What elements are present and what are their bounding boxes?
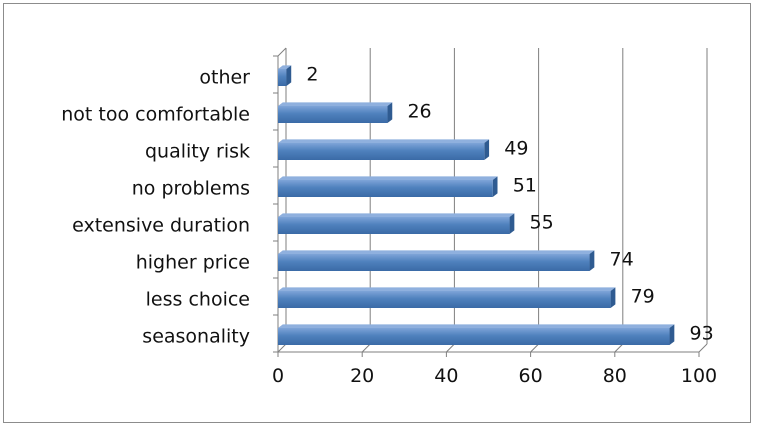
bar <box>278 139 490 160</box>
bar-top-face <box>278 176 498 180</box>
gridline-floor <box>698 343 708 353</box>
data-label: 2 <box>306 64 318 86</box>
data-label: 93 <box>690 323 714 345</box>
bar-side-face <box>484 139 490 160</box>
bar-top-face <box>278 324 675 328</box>
data-label: 74 <box>610 249 634 271</box>
category-label: seasonality <box>142 326 250 348</box>
category-label: less choice <box>146 289 250 311</box>
bar-front-face <box>278 291 611 308</box>
bar-side-face <box>669 324 675 345</box>
bar-top-face <box>278 287 616 291</box>
bar-front-face <box>278 106 388 123</box>
bar <box>278 65 292 86</box>
x-tick-label: 40 <box>434 365 458 387</box>
bar-top-face <box>278 250 595 254</box>
bar-front-face <box>278 180 493 197</box>
category-label: no problems <box>132 178 250 200</box>
bar <box>278 102 393 123</box>
bar-side-face <box>610 287 616 308</box>
bar-front-face <box>278 254 590 271</box>
y-axis-top <box>277 47 287 57</box>
data-label: 49 <box>504 138 528 160</box>
gridline-floor <box>614 343 624 353</box>
data-label: 55 <box>530 212 554 234</box>
category-label: not too comfortable <box>61 104 250 126</box>
bar <box>278 176 498 197</box>
x-tick-label: 20 <box>350 365 374 387</box>
bar-top-face <box>278 139 490 143</box>
gridline-floor <box>361 343 371 353</box>
category-label: other <box>199 67 250 89</box>
bar <box>278 324 675 345</box>
bar-top-face <box>278 102 393 106</box>
bar <box>278 213 515 234</box>
bar-front-face <box>278 143 485 160</box>
x-tick-label: 0 <box>272 365 284 387</box>
bar-side-face <box>492 176 498 197</box>
bar-top-face <box>278 213 515 217</box>
gridline-floor <box>530 343 539 353</box>
bar-side-face <box>509 213 515 234</box>
category-label: higher price <box>136 252 250 274</box>
bar-front-face <box>278 328 670 345</box>
bar-front-face <box>278 217 510 234</box>
bar-front-face <box>278 69 287 86</box>
gridline-floor <box>446 343 455 353</box>
bar <box>278 250 595 271</box>
bar-top-face <box>278 65 292 69</box>
bar-layer <box>278 65 675 345</box>
data-label: 26 <box>407 101 431 123</box>
bar-side-face <box>286 65 292 86</box>
bar-chart: 0 20 40 60 80 100 other 2 not too comfortable 26 q… <box>61 47 717 388</box>
data-label: 51 <box>513 175 537 197</box>
bar-side-face <box>387 102 393 123</box>
category-label: extensive duration <box>72 215 250 237</box>
bar-side-face <box>589 250 595 271</box>
x-tick-label: 100 <box>681 365 717 387</box>
gridline-floor <box>277 343 287 353</box>
bar <box>278 287 616 308</box>
grid-layer <box>273 47 708 357</box>
x-tick-label: 60 <box>519 365 543 387</box>
x-tick-label: 80 <box>603 365 627 387</box>
data-label: 79 <box>631 286 655 308</box>
label-layer: 0 20 40 60 80 100 other 2 not too comfortable 26 q… <box>61 64 717 388</box>
chart-frame: 0 20 40 60 80 100 other 2 not too comfortable 26 q… <box>3 3 751 423</box>
category-label: quality risk <box>145 141 250 163</box>
